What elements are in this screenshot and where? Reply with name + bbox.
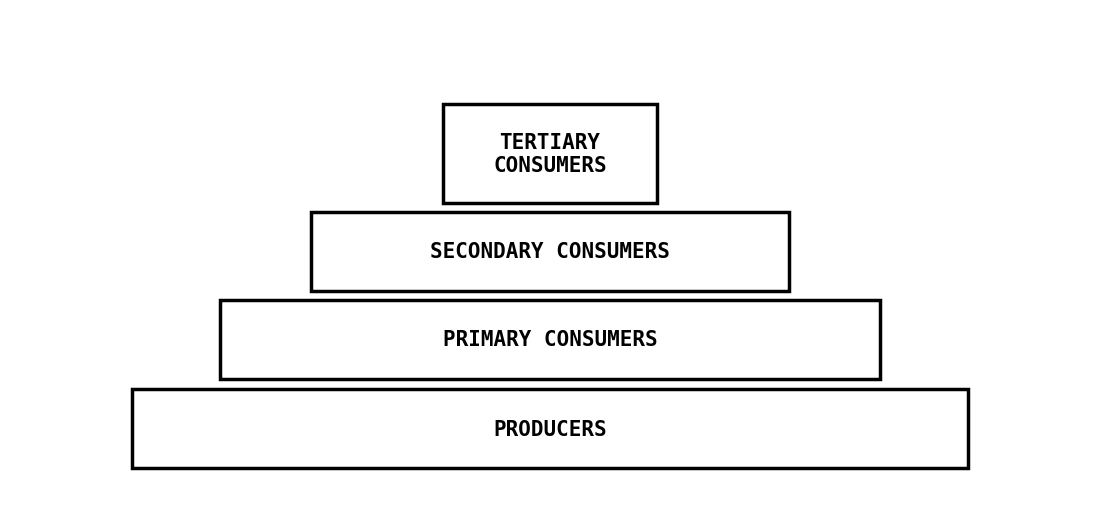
Bar bbox=[220, 300, 880, 379]
Text: PRODUCERS: PRODUCERS bbox=[493, 419, 607, 439]
Bar bbox=[132, 389, 968, 468]
Text: SECONDARY CONSUMERS: SECONDARY CONSUMERS bbox=[430, 242, 670, 262]
Bar bbox=[310, 212, 790, 291]
Bar bbox=[442, 104, 657, 204]
Text: TERTIARY
CONSUMERS: TERTIARY CONSUMERS bbox=[493, 132, 607, 176]
Text: PRIMARY CONSUMERS: PRIMARY CONSUMERS bbox=[442, 330, 658, 350]
